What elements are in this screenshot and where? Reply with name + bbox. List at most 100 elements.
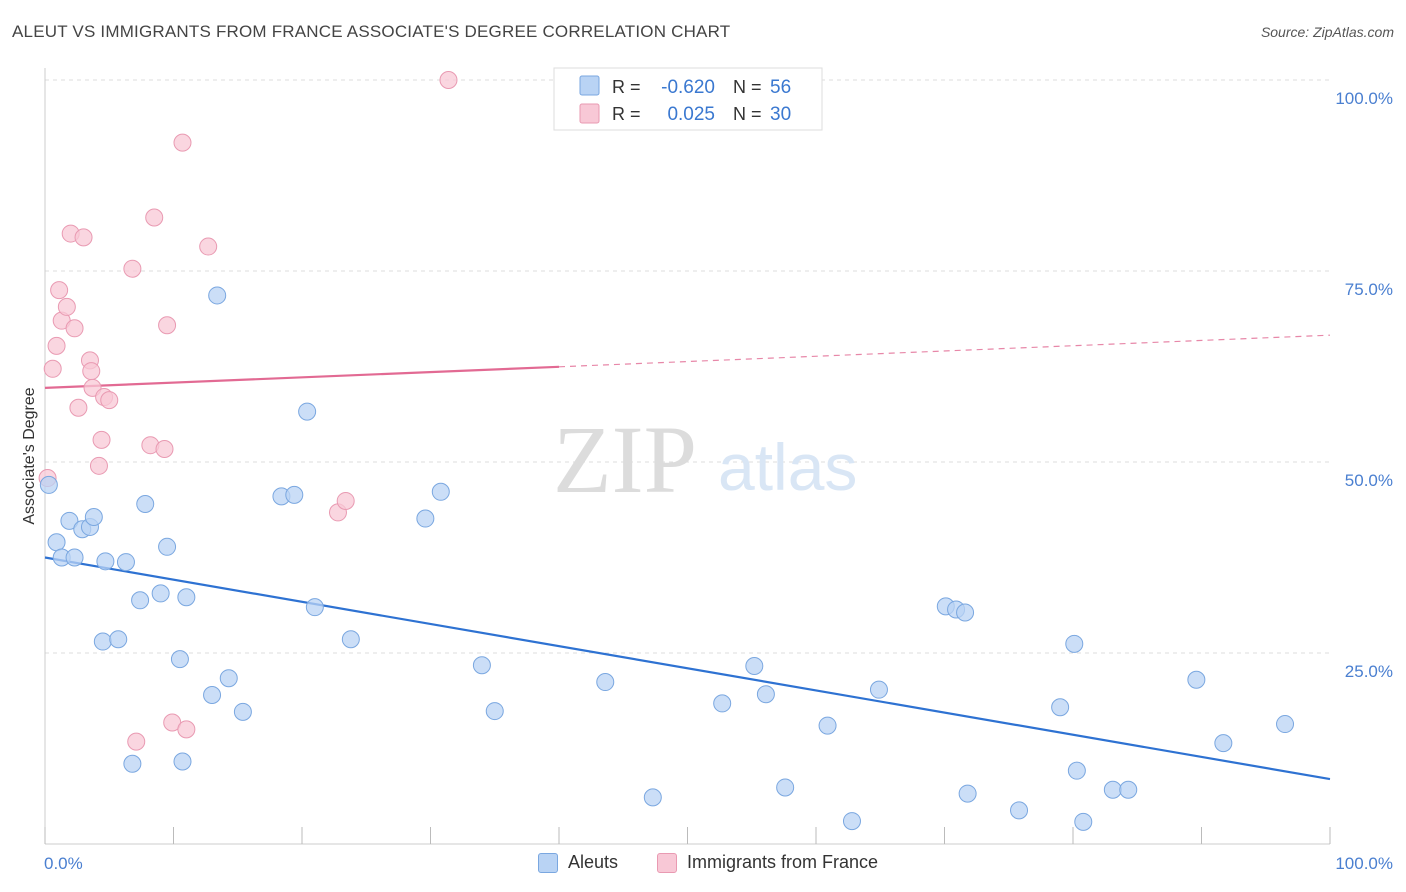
point-immigrants-from-france bbox=[89, 456, 108, 475]
point-aleuts bbox=[842, 812, 861, 831]
point-aleuts bbox=[109, 630, 128, 649]
point-immigrants-from-france bbox=[82, 362, 101, 381]
point-aleuts bbox=[136, 495, 155, 514]
chart-title: ALEUT VS IMMIGRANTS FROM FRANCE ASSOCIAT… bbox=[12, 22, 731, 41]
point-aleuts bbox=[173, 752, 192, 771]
y-tick-label: 100.0% bbox=[1335, 89, 1393, 108]
trend-line-aleuts bbox=[44, 556, 1331, 781]
legend-n-label-2: N = bbox=[733, 104, 762, 124]
point-immigrants-from-france bbox=[69, 398, 88, 417]
point-aleuts bbox=[298, 402, 317, 421]
point-immigrants-from-france bbox=[155, 440, 174, 459]
point-aleuts bbox=[285, 485, 304, 504]
legend-r-label-2: R = bbox=[612, 104, 641, 124]
point-immigrants-from-france bbox=[336, 491, 355, 510]
point-aleuts bbox=[756, 685, 775, 704]
legend-stats: R = -0.620 N = 56 R = 0.025 N = 30 bbox=[553, 67, 823, 131]
source-credit: Source: ZipAtlas.com bbox=[1260, 24, 1394, 40]
legend-label-immigrants-from-france: Immigrants from France bbox=[687, 852, 879, 872]
legend-item-immigrants-from-france[interactable]: Immigrants from France bbox=[657, 852, 878, 873]
point-aleuts bbox=[84, 508, 103, 527]
trend-line-extension-immigrants-from-france bbox=[558, 334, 1331, 368]
point-immigrants-from-france bbox=[47, 336, 66, 355]
point-immigrants-from-france bbox=[74, 228, 93, 247]
legend-series: Aleuts Immigrants from France bbox=[0, 852, 1406, 878]
point-immigrants-from-france bbox=[43, 359, 62, 378]
legend-r-value-1: -0.620 bbox=[661, 77, 715, 98]
point-immigrants-from-france bbox=[199, 237, 218, 256]
point-aleuts bbox=[1187, 670, 1206, 689]
point-aleuts bbox=[713, 694, 732, 713]
trend-line-immigrants-from-france bbox=[44, 365, 560, 389]
point-aleuts bbox=[47, 533, 66, 552]
point-aleuts bbox=[170, 650, 189, 669]
watermark: ZIP atlas bbox=[553, 406, 857, 513]
point-immigrants-from-france bbox=[145, 208, 164, 227]
legend-swatch-immigrants-from-france bbox=[657, 852, 677, 873]
points-immigrants-from-france bbox=[38, 71, 458, 751]
point-aleuts bbox=[1074, 812, 1093, 831]
x-axis-ticks bbox=[44, 827, 1331, 844]
watermark-atlas: atlas bbox=[718, 430, 857, 504]
legend-r-label-1: R = bbox=[612, 77, 641, 97]
point-aleuts bbox=[65, 548, 84, 567]
point-aleuts bbox=[1276, 715, 1295, 734]
legend-swatch-aleuts bbox=[538, 852, 558, 873]
points-aleuts bbox=[39, 286, 1295, 831]
point-immigrants-from-france bbox=[50, 281, 69, 300]
x-tick-label-max: 100.0% bbox=[1335, 854, 1393, 873]
point-aleuts bbox=[485, 702, 504, 721]
point-aleuts bbox=[431, 482, 450, 501]
legend-swatch-blue bbox=[579, 75, 600, 96]
point-aleuts bbox=[869, 680, 888, 699]
point-immigrants-from-france bbox=[127, 732, 146, 751]
legend-swatch-pink bbox=[579, 103, 600, 124]
point-aleuts bbox=[1010, 801, 1029, 820]
point-aleuts bbox=[1065, 634, 1084, 653]
legend-label-aleuts: Aleuts bbox=[568, 852, 619, 872]
point-immigrants-from-france bbox=[57, 297, 76, 316]
point-aleuts bbox=[956, 603, 975, 622]
legend-item-aleuts[interactable]: Aleuts bbox=[538, 852, 618, 873]
point-aleuts bbox=[776, 778, 795, 797]
point-immigrants-from-france bbox=[158, 316, 177, 335]
point-immigrants-from-france bbox=[439, 71, 458, 89]
point-aleuts bbox=[1051, 698, 1070, 717]
point-aleuts bbox=[116, 553, 135, 572]
point-aleuts bbox=[96, 552, 115, 571]
watermark-zip: ZIP bbox=[553, 406, 697, 513]
point-immigrants-from-france bbox=[92, 430, 111, 449]
point-aleuts bbox=[39, 475, 58, 494]
point-aleuts bbox=[208, 286, 227, 305]
point-immigrants-from-france bbox=[65, 319, 84, 338]
point-aleuts bbox=[1119, 780, 1138, 799]
point-aleuts bbox=[341, 630, 360, 649]
point-aleuts bbox=[818, 716, 837, 735]
point-aleuts bbox=[131, 591, 150, 610]
legend-n-label-1: N = bbox=[733, 77, 762, 97]
point-aleuts bbox=[158, 537, 177, 556]
point-immigrants-from-france bbox=[100, 391, 119, 410]
legend-n-value-1: 56 bbox=[770, 77, 791, 98]
y-tick-label: 25.0% bbox=[1345, 662, 1393, 681]
point-aleuts bbox=[151, 584, 170, 603]
legend-r-value-2: 0.025 bbox=[667, 104, 715, 125]
point-immigrants-from-france bbox=[177, 720, 196, 739]
point-aleuts bbox=[219, 669, 238, 688]
point-aleuts bbox=[596, 673, 615, 692]
point-aleuts bbox=[1103, 780, 1122, 799]
point-aleuts bbox=[177, 588, 196, 607]
point-aleuts bbox=[745, 656, 764, 675]
point-aleuts bbox=[1067, 761, 1086, 780]
point-aleuts bbox=[93, 632, 112, 651]
point-immigrants-from-france bbox=[173, 133, 192, 152]
point-aleuts bbox=[958, 784, 977, 803]
point-aleuts bbox=[1214, 734, 1233, 753]
point-aleuts bbox=[305, 598, 324, 617]
x-tick-label-min: 0.0% bbox=[44, 854, 83, 873]
y-tick-label: 50.0% bbox=[1345, 471, 1393, 490]
grid-lines bbox=[45, 79, 1330, 654]
legend-n-value-2: 30 bbox=[770, 104, 791, 125]
point-aleuts bbox=[233, 702, 252, 721]
